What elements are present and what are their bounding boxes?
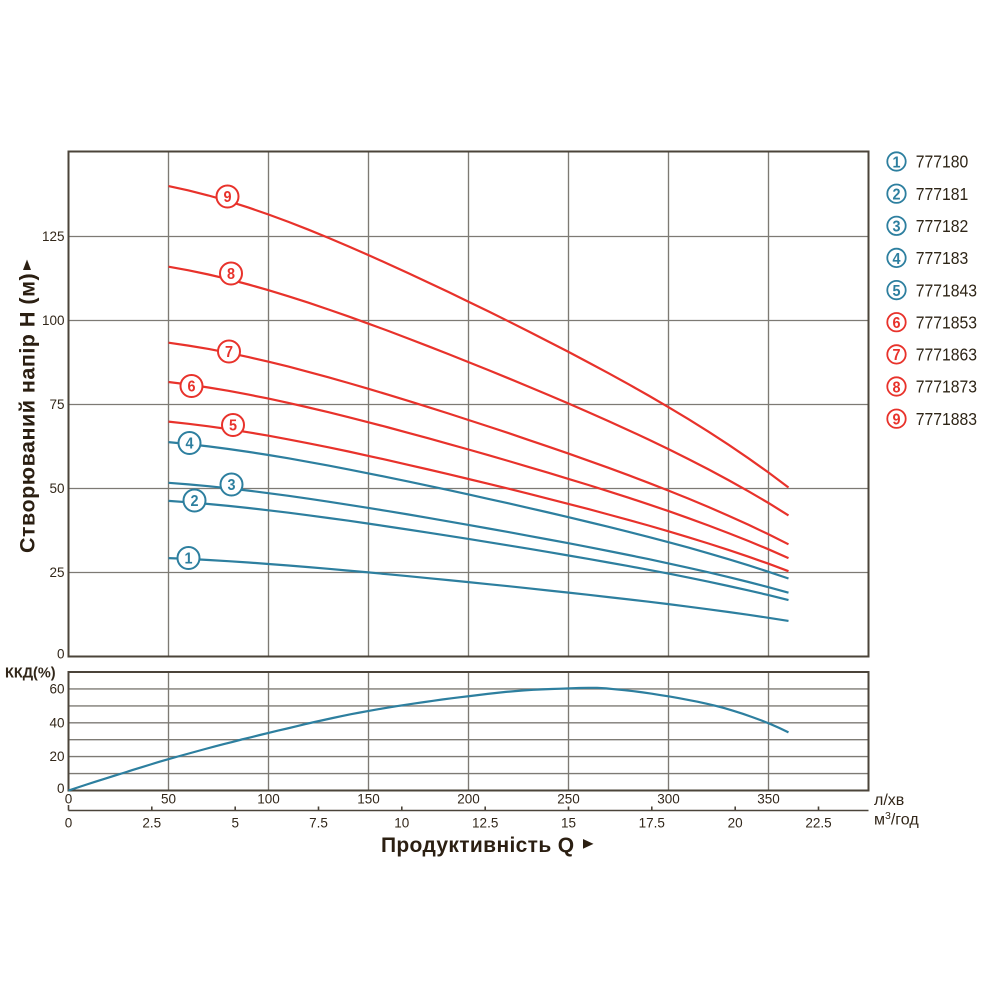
svg-text:м3/год: м3/год [874, 810, 919, 829]
svg-text:75: 75 [49, 397, 64, 412]
svg-text:5: 5 [231, 815, 239, 830]
svg-text:7771863: 7771863 [916, 345, 977, 365]
svg-text:200: 200 [457, 791, 480, 806]
svg-text:20: 20 [49, 749, 64, 764]
svg-text:100: 100 [257, 791, 280, 806]
svg-text:Продуктивність Q: Продуктивність Q [381, 834, 575, 857]
svg-text:Створюваний напір H (м): Створюваний напір H (м) [16, 273, 40, 553]
svg-text:2: 2 [190, 493, 198, 511]
svg-text:3: 3 [892, 218, 900, 236]
svg-text:7771853: 7771853 [916, 313, 977, 333]
svg-text:777180: 777180 [916, 152, 968, 172]
svg-text:25: 25 [49, 565, 64, 580]
svg-text:300: 300 [657, 791, 680, 806]
svg-text:9: 9 [223, 189, 231, 207]
svg-text:20: 20 [728, 815, 743, 830]
svg-text:22.5: 22.5 [805, 815, 831, 830]
svg-text:5: 5 [892, 282, 901, 300]
svg-text:777183: 777183 [916, 248, 968, 268]
svg-text:ККД(%): ККД(%) [5, 666, 56, 682]
svg-text:7: 7 [892, 347, 900, 365]
svg-text:2.5: 2.5 [142, 815, 161, 830]
svg-text:6: 6 [187, 378, 195, 396]
svg-text:2: 2 [892, 186, 900, 204]
svg-text:10: 10 [394, 815, 409, 830]
svg-text:8: 8 [227, 266, 235, 284]
svg-text:125: 125 [42, 229, 65, 244]
svg-text:7771883: 7771883 [916, 409, 977, 429]
svg-text:0: 0 [57, 647, 65, 662]
svg-text:7771873: 7771873 [916, 377, 977, 397]
svg-text:0: 0 [57, 781, 65, 796]
svg-text:12.5: 12.5 [472, 815, 498, 830]
svg-text:350: 350 [757, 791, 780, 806]
svg-text:50: 50 [161, 791, 176, 806]
svg-text:6: 6 [892, 314, 900, 332]
svg-text:40: 40 [49, 715, 64, 730]
svg-text:50: 50 [49, 481, 64, 496]
svg-text:4: 4 [892, 250, 901, 268]
svg-text:5: 5 [229, 417, 238, 435]
svg-text:17.5: 17.5 [639, 815, 665, 830]
svg-text:7: 7 [225, 344, 233, 362]
svg-text:0: 0 [65, 791, 73, 806]
svg-text:777181: 777181 [916, 184, 968, 204]
svg-text:л/хв: л/хв [874, 792, 904, 809]
svg-text:8: 8 [892, 379, 900, 397]
svg-text:7.5: 7.5 [309, 815, 328, 830]
svg-text:9: 9 [892, 411, 900, 429]
svg-text:15: 15 [561, 815, 576, 830]
svg-text:250: 250 [557, 791, 580, 806]
svg-text:0: 0 [65, 815, 73, 830]
svg-text:3: 3 [227, 477, 235, 495]
svg-text:4: 4 [185, 435, 194, 453]
svg-text:150: 150 [357, 791, 380, 806]
svg-text:100: 100 [42, 313, 65, 328]
svg-text:1: 1 [892, 154, 901, 172]
svg-text:7771843: 7771843 [916, 281, 977, 301]
svg-text:60: 60 [49, 682, 64, 697]
svg-text:1: 1 [184, 550, 193, 568]
svg-text:777182: 777182 [916, 216, 968, 236]
